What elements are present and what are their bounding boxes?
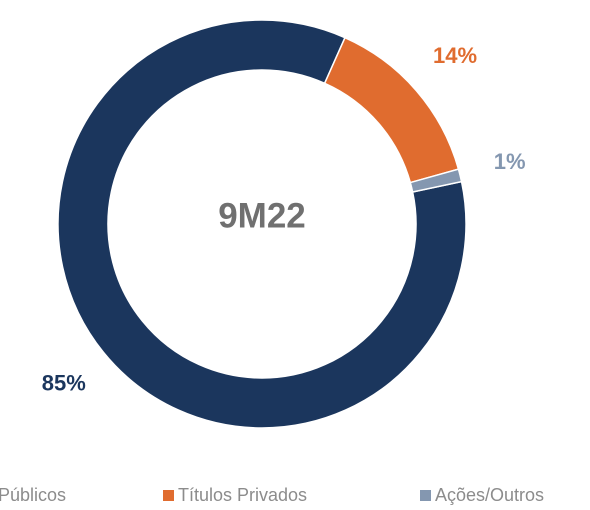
center-label: 9M22	[218, 196, 306, 235]
data-label: 85%	[42, 370, 86, 395]
legend-swatch	[420, 490, 431, 501]
data-label: 14%	[433, 43, 477, 68]
data-label: 1%	[494, 149, 526, 174]
donut-segment	[57, 19, 467, 429]
legend-label: Públicos	[0, 485, 66, 505]
legend-swatch	[163, 490, 174, 501]
legend-label: Títulos Privados	[178, 485, 307, 505]
donut-segment	[409, 168, 463, 193]
legend-label: Ações/Outros	[435, 485, 544, 505]
